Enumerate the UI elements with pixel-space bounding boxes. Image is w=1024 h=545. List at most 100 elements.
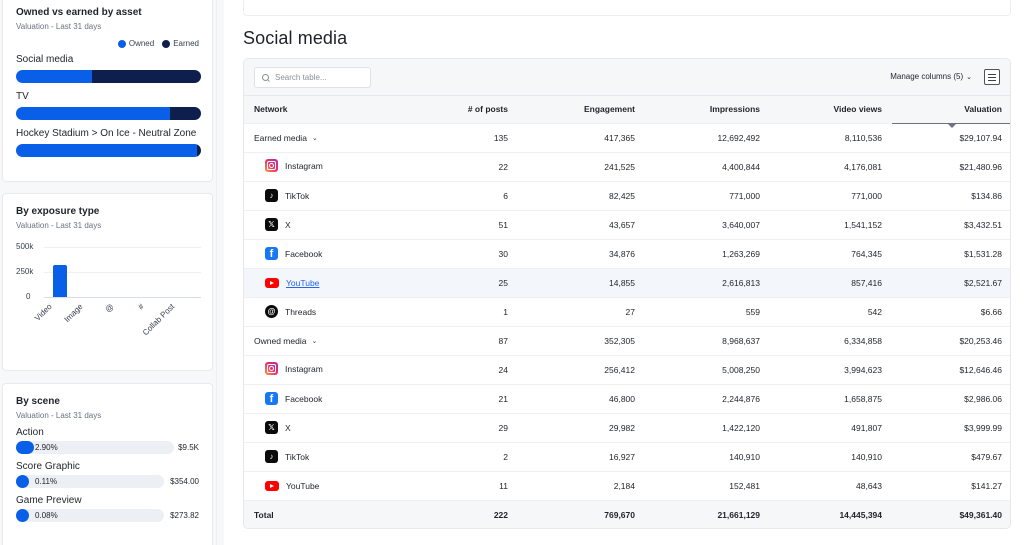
instagram-icon	[265, 159, 278, 172]
cell-impressions: 559	[645, 297, 770, 327]
cell-impressions: 4,400,844	[645, 152, 770, 182]
group-row-earned-media[interactable]: Earned media ⌄ 135 417,365 12,692,492 8,1…	[244, 123, 1010, 153]
manage-columns-button[interactable]: Manage columns (5) ⌄	[890, 72, 972, 81]
table-row-hovered[interactable]: YouTube 25 14,855 2,616,813 857,416 $2,5…	[244, 268, 1010, 298]
scene-label-score-graphic: Score Graphic	[16, 461, 80, 472]
col-header-network[interactable]: Network	[244, 96, 404, 124]
table-row[interactable]: f Facebook 21 46,800 2,244,876 1,658,875 …	[244, 384, 1010, 414]
table-row[interactable]: f Facebook 30 34,876 1,263,269 764,345 $1…	[244, 239, 1010, 269]
x-axis	[44, 297, 201, 298]
scene-row-action[interactable]: 2.90% $9.5K	[16, 441, 199, 454]
stack-bar-tv[interactable]	[16, 107, 201, 120]
scene-row-game-preview[interactable]: 0.08% $273.82	[16, 509, 199, 522]
legend-label: Owned	[128, 39, 155, 48]
table-toolbar: Manage columns (5) ⌄	[244, 59, 1010, 96]
manage-columns-label: Manage columns (5)	[890, 72, 964, 81]
menu-line-icon	[988, 73, 996, 75]
scene-value: $354.00	[170, 477, 199, 486]
table-menu-button[interactable]	[984, 69, 1000, 85]
cell-valuation: $2,521.67	[892, 268, 1010, 298]
group-row-owned-media[interactable]: Owned media ⌄ 87 352,305 8,968,637 6,334,…	[244, 326, 1010, 356]
cell-impressions: 140,910	[645, 442, 770, 472]
social-media-table: Network # of posts Engagement Impression…	[244, 96, 1010, 528]
col-header-valuation[interactable]: Valuation	[892, 96, 1010, 128]
scene-fill	[16, 475, 29, 488]
cell-video-views: 491,807	[770, 413, 892, 443]
col-header-impressions[interactable]: Impressions	[645, 96, 770, 124]
network-name: X	[285, 422, 291, 433]
card-subtitle: Valuation - Last 31 days	[16, 221, 102, 230]
table-row[interactable]: Instagram 24 256,412 5,008,250 3,994,623…	[244, 355, 1010, 385]
owned-segment[interactable]	[16, 70, 92, 83]
cell-posts: 30	[404, 239, 518, 269]
network-name: Threads	[285, 306, 317, 317]
cell-valuation: $479.67	[892, 442, 1010, 472]
cell-posts: 11	[404, 471, 518, 501]
cell-impressions: 8,968,637	[645, 326, 770, 356]
stack-bar-hockey-stadium[interactable]	[16, 144, 201, 157]
social-media-table-card: Manage columns (5) ⌄ Network # of posts …	[243, 58, 1011, 529]
bar-video[interactable]	[53, 265, 67, 297]
table-row[interactable]: ♪ TikTok 6 82,425 771,000 771,000 $134.86	[244, 181, 1010, 211]
search-input[interactable]	[275, 73, 365, 82]
search-box[interactable]	[254, 67, 371, 88]
col-header-engagement[interactable]: Engagement	[518, 96, 645, 124]
sort-desc-icon	[948, 123, 956, 128]
group-toggle[interactable]: Earned media ⌄	[254, 133, 318, 143]
cell-impressions: 152,481	[645, 471, 770, 501]
group-label: Owned media	[254, 335, 307, 346]
network-link[interactable]: YouTube	[286, 278, 320, 288]
cell-impressions: 771,000	[645, 181, 770, 211]
search-icon	[262, 73, 270, 82]
scene-row-score-graphic[interactable]: 0.11% $354.00	[16, 475, 199, 488]
earned-segment[interactable]	[169, 107, 201, 120]
stack-bar-social-media[interactable]	[16, 70, 201, 83]
network-name: X	[285, 219, 291, 230]
cell-engagement: 352,305	[518, 326, 645, 356]
owned-segment[interactable]	[16, 144, 198, 157]
scene-label-action: Action	[16, 427, 44, 438]
earned-segment[interactable]	[91, 70, 201, 83]
exposure-type-card: By exposure type Valuation - Last 31 day…	[2, 193, 213, 371]
y-tick: 250k	[16, 267, 34, 276]
cell-posts: 135	[404, 123, 518, 153]
col-header-video-views[interactable]: Video views	[770, 96, 892, 124]
cell-valuation: $134.86	[892, 181, 1010, 211]
total-engagement: 769,670	[518, 500, 645, 528]
col-header-posts[interactable]: # of posts	[404, 96, 518, 124]
cell-valuation: $6.66	[892, 297, 1010, 327]
threads-icon: @	[265, 305, 278, 318]
table-row[interactable]: YouTube 11 2,184 152,481 48,643 $141.27	[244, 471, 1010, 501]
scene-label-game-preview: Game Preview	[16, 495, 82, 506]
youtube-icon	[265, 278, 279, 288]
cell-valuation: $2,986.06	[892, 384, 1010, 414]
group-toggle[interactable]: Owned media ⌄	[254, 336, 317, 346]
cell-impressions: 2,616,813	[645, 268, 770, 298]
x-tick-video: Video	[32, 302, 54, 323]
cell-posts: 25	[404, 268, 518, 298]
cell-engagement: 82,425	[518, 181, 645, 211]
cell-posts: 51	[404, 210, 518, 240]
facebook-icon: f	[265, 392, 278, 405]
cell-valuation: $20,253.46	[892, 326, 1010, 356]
cell-engagement: 16,927	[518, 442, 645, 472]
network-name: Instagram	[285, 363, 323, 374]
card-title: Owned vs earned by asset	[16, 7, 142, 18]
cell-valuation: $21,480.96	[892, 152, 1010, 182]
x-tick-collab-post: Collab Post	[141, 302, 177, 338]
scene-value: $273.82	[170, 511, 199, 520]
earned-segment[interactable]	[197, 144, 201, 157]
table-row[interactable]: ♪ TikTok 2 16,927 140,910 140,910 $479.67	[244, 442, 1010, 472]
cell-video-views: 3,994,623	[770, 355, 892, 385]
table-row[interactable]: @ Threads 1 27 559 542 $6.66	[244, 297, 1010, 327]
cell-impressions: 5,008,250	[645, 355, 770, 385]
table-row[interactable]: Instagram 22 241,525 4,400,844 4,176,081…	[244, 152, 1010, 182]
card-title: By exposure type	[16, 206, 100, 217]
cell-engagement: 27	[518, 297, 645, 327]
scene-track: 0.08%	[16, 509, 164, 522]
owned-segment[interactable]	[16, 107, 170, 120]
scene-track: 0.11%	[16, 475, 164, 488]
